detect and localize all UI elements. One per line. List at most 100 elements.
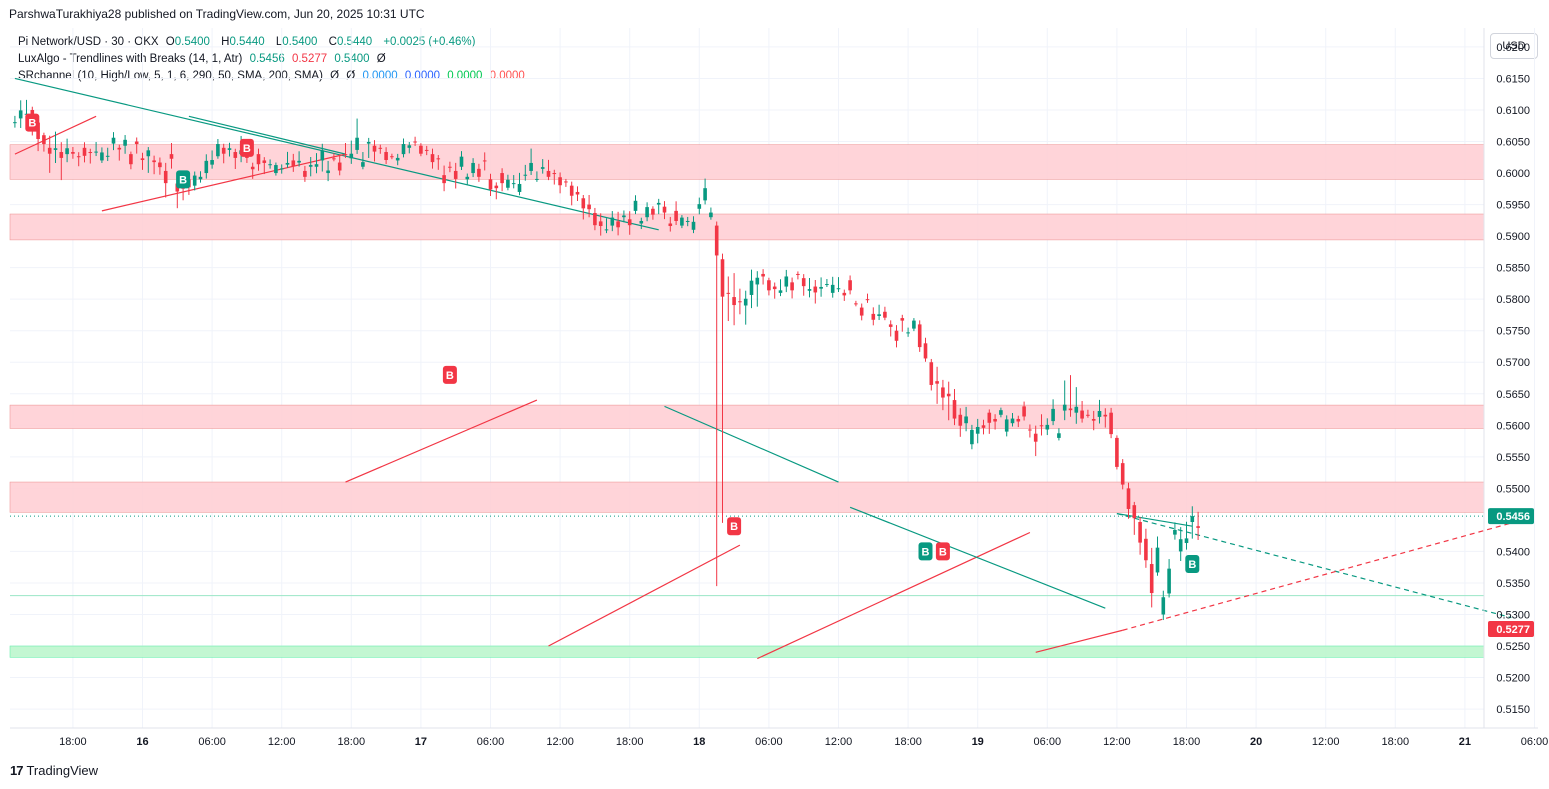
candle-body bbox=[239, 150, 243, 155]
footer-brand[interactable]: 17 TradingView bbox=[10, 763, 98, 778]
time-tick-label: 18:00 bbox=[338, 736, 366, 748]
time-tick-label: 20 bbox=[1250, 736, 1262, 748]
candle-body bbox=[581, 198, 586, 209]
candle-body bbox=[772, 286, 777, 290]
candle-body bbox=[471, 162, 475, 174]
candle-body bbox=[1074, 406, 1079, 413]
time-tick-label: 06:00 bbox=[755, 736, 783, 748]
trendline bbox=[101, 153, 346, 212]
candle-body bbox=[76, 156, 81, 158]
indicator-value: 0.5400 bbox=[334, 53, 370, 65]
candle-body bbox=[1115, 437, 1119, 467]
candle-body bbox=[245, 154, 249, 158]
candle-body bbox=[1155, 547, 1160, 573]
symbol-title[interactable]: Pi Network/USD · 30 · OKX bbox=[18, 36, 159, 48]
symbol-row[interactable]: Pi Network/USD · 30 · OKX O0.5400 H0.544… bbox=[18, 34, 529, 51]
candle-body bbox=[198, 176, 203, 180]
candle-body bbox=[1132, 505, 1137, 519]
support-zone bbox=[9, 645, 1485, 658]
candle-body bbox=[169, 154, 174, 159]
time-tick-label: 18:00 bbox=[59, 736, 87, 748]
candle-body bbox=[633, 200, 638, 211]
candle-body bbox=[668, 223, 673, 227]
candle-body bbox=[42, 135, 46, 145]
candle-body bbox=[506, 179, 510, 188]
tradingview-logo-icon: 17 bbox=[10, 763, 24, 778]
time-tick-label: 06:00 bbox=[1034, 736, 1062, 748]
signal-badge bbox=[727, 517, 742, 536]
candle-body bbox=[691, 221, 696, 230]
candle-body bbox=[442, 175, 446, 184]
candle-body bbox=[1039, 425, 1044, 427]
candle-body bbox=[117, 147, 122, 150]
candle-body bbox=[216, 144, 220, 157]
candle-body bbox=[459, 156, 464, 167]
candle-body bbox=[709, 212, 713, 218]
price-tick-label: 0.5550 bbox=[1496, 452, 1530, 464]
indicator-value: 0.5456 bbox=[249, 53, 285, 65]
candle-body bbox=[1109, 412, 1113, 435]
candle-body bbox=[285, 162, 290, 165]
signal-badge bbox=[176, 170, 191, 189]
time-tick-label: 12:00 bbox=[546, 736, 574, 748]
open-value: 0.5400 bbox=[174, 36, 210, 48]
low-value: 0.5400 bbox=[282, 36, 318, 48]
resistance-zone bbox=[9, 404, 1485, 429]
candle-body bbox=[1190, 516, 1195, 522]
price-tick-label: 0.5150 bbox=[1496, 704, 1530, 716]
candle-body bbox=[448, 166, 452, 168]
indicator-value: Ø bbox=[376, 53, 386, 65]
close-label: C bbox=[328, 36, 337, 48]
price-label-text: 0.5277 bbox=[1496, 624, 1530, 636]
time-tick-label: 18:00 bbox=[894, 736, 922, 748]
candle-body bbox=[366, 141, 371, 144]
candle-body bbox=[1068, 408, 1073, 411]
candle-body bbox=[129, 154, 133, 165]
trendlines bbox=[14, 77, 1512, 660]
candle-body bbox=[453, 170, 458, 179]
signal-badge bbox=[442, 365, 457, 384]
signal-badge bbox=[1185, 555, 1200, 574]
candle-body bbox=[680, 217, 684, 226]
indicator-name[interactable]: LuxAlgo - Trendlines with Breaks (14, 1,… bbox=[18, 53, 243, 65]
price-tick-label: 0.6000 bbox=[1496, 168, 1530, 180]
candle-body bbox=[111, 137, 116, 144]
candle-body bbox=[639, 220, 644, 224]
candle-body bbox=[163, 170, 168, 184]
price-label-text: 0.5456 bbox=[1496, 511, 1530, 523]
price-tick-label: 0.5500 bbox=[1496, 483, 1530, 495]
candle-body bbox=[749, 280, 754, 295]
candle-body bbox=[975, 426, 980, 434]
trendline bbox=[548, 544, 741, 647]
candle-body bbox=[517, 183, 522, 192]
candle-body bbox=[645, 207, 649, 218]
candle-body bbox=[1144, 538, 1148, 561]
candle-body bbox=[941, 387, 945, 398]
candle-body bbox=[1022, 406, 1026, 417]
candle-body bbox=[540, 167, 545, 169]
signal-label: B bbox=[730, 521, 738, 533]
time-tick-label: 18:00 bbox=[1173, 736, 1201, 748]
candle-body bbox=[807, 289, 812, 291]
candle-body bbox=[1033, 433, 1038, 442]
candle-body bbox=[105, 155, 110, 157]
currency-button[interactable]: USD bbox=[1490, 33, 1538, 59]
candle-body bbox=[761, 273, 765, 277]
candle-body bbox=[494, 185, 499, 189]
signal-badge bbox=[239, 138, 254, 157]
candle-body bbox=[1057, 433, 1061, 438]
indicator-row-srchannel[interactable]: SRchannel (10, High/Low, 5, 1, 6, 290, 5… bbox=[18, 68, 529, 85]
candle-body bbox=[378, 147, 383, 149]
candle-body bbox=[436, 158, 441, 160]
price-tick-label: 0.5250 bbox=[1496, 641, 1530, 653]
open-label: O bbox=[165, 36, 175, 48]
candle-body bbox=[877, 314, 881, 316]
indicator-name[interactable]: SRchannel (10, High/Low, 5, 1, 6, 290, 5… bbox=[18, 70, 323, 82]
candle-body bbox=[958, 414, 963, 426]
candle-body bbox=[970, 429, 974, 445]
candle-body bbox=[842, 292, 847, 296]
price-tick-label: 0.6150 bbox=[1496, 73, 1530, 85]
indicator-row-trendlines[interactable]: LuxAlgo - Trendlines with Breaks (14, 1,… bbox=[18, 51, 529, 68]
time-tick-label: 12:00 bbox=[1103, 736, 1131, 748]
